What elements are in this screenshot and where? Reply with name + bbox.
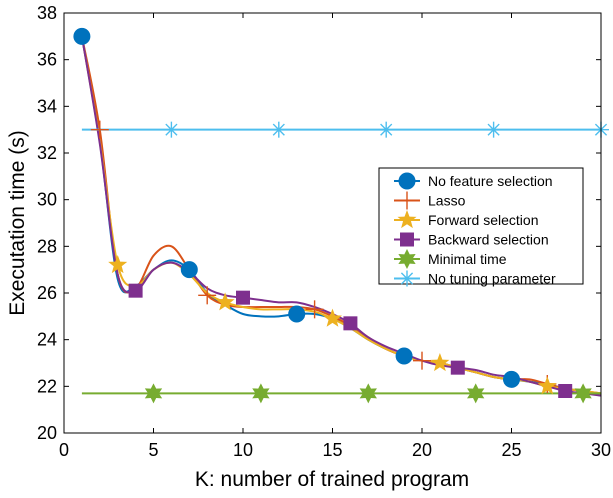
data-point-minimal-time	[467, 383, 485, 404]
x-axis-label: K: number of trained program	[195, 468, 469, 491]
data-point-lasso	[305, 300, 324, 319]
legend-marker-forward-selection	[397, 210, 417, 229]
legend: No feature selection Lasso Forward selecti…	[378, 167, 584, 287]
data-point-backward-selection	[128, 283, 143, 298]
data-point-no-feature-selection	[180, 261, 198, 279]
x-tick-label: 10	[233, 440, 253, 460]
data-point-forward-selection	[322, 308, 343, 327]
legend-label: Lasso	[428, 193, 466, 209]
x-axis-ticks: 0 5 10 15 20 25 30	[59, 13, 611, 460]
data-point-minimal-time	[252, 383, 270, 404]
data-point-minimal-time	[359, 383, 377, 404]
legend-label: No feature selection	[428, 173, 553, 189]
data-point-no-tuning-parameter	[270, 121, 287, 138]
data-point-no-feature-selection	[288, 305, 306, 323]
data-point-backward-selection	[558, 384, 573, 398]
legend-item-backward-selection: Backward selection	[394, 232, 549, 248]
x-tick-label: 20	[412, 440, 432, 460]
legend-marker-minimal-time	[398, 249, 416, 269]
legend-item-forward-selection: Forward selection	[394, 210, 539, 229]
data-point-no-feature-selection	[503, 370, 520, 388]
y-tick-label: 22	[37, 376, 57, 396]
data-point-lasso	[90, 120, 109, 139]
data-point-forward-selection	[108, 255, 128, 274]
data-point-no-feature-selection	[73, 27, 91, 45]
x-tick-label: 30	[591, 440, 611, 460]
data-point-forward-selection	[215, 292, 235, 311]
y-tick-label: 34	[37, 96, 57, 116]
data-point-no-tuning-parameter	[378, 121, 395, 138]
legend-label: Backward selection	[428, 232, 549, 248]
data-point-no-feature-selection	[395, 347, 413, 365]
data-point-no-tuning-parameter	[485, 121, 502, 138]
legend-item-minimal-time: Minimal time	[394, 249, 507, 269]
legend-marker-lasso	[398, 191, 416, 210]
y-tick-label: 32	[37, 143, 57, 163]
y-tick-label: 26	[37, 283, 57, 303]
y-tick-label: 20	[37, 423, 57, 443]
legend-item-no-tuning-parameter: No tuning parameter	[394, 270, 556, 287]
y-tick-label: 28	[37, 236, 57, 256]
legend-box	[378, 167, 584, 285]
data-point-lasso	[198, 286, 217, 305]
x-tick-label: 0	[59, 440, 69, 460]
x-tick-label: 25	[501, 440, 521, 460]
legend-label: No tuning parameter	[428, 271, 556, 287]
y-axis-label: Executation time (s)	[6, 130, 29, 316]
legend-marker-backward-selection	[400, 232, 414, 247]
data-point-minimal-time	[574, 383, 592, 404]
y-tick-label: 38	[37, 3, 57, 23]
y-tick-label: 30	[37, 190, 57, 210]
y-tick-label: 24	[37, 330, 57, 350]
legend-marker-no-feature-selection	[398, 172, 416, 190]
data-point-minimal-time	[144, 383, 163, 404]
y-axis-ticks: 20 22 24 26 28 30 32 34 36 38	[37, 3, 601, 443]
data-point-lasso	[413, 351, 431, 370]
data-point-backward-selection	[236, 290, 250, 305]
y-tick-label: 36	[37, 50, 57, 70]
legend-label: Minimal time	[428, 251, 507, 267]
legend-item-lasso: Lasso	[394, 191, 466, 210]
data-point-forward-selection	[537, 376, 557, 395]
legend-item-no-feature-selection: No feature selection	[394, 172, 553, 190]
x-tick-label: 5	[148, 440, 158, 460]
data-point-forward-selection	[430, 353, 450, 372]
legend-marker-no-tuning-parameter	[399, 270, 415, 287]
data-point-backward-selection	[450, 360, 465, 375]
data-point-backward-selection	[343, 316, 358, 331]
x-tick-label: 15	[322, 440, 342, 460]
legend-label: Forward selection	[428, 212, 539, 228]
data-point-no-tuning-parameter	[163, 121, 180, 138]
